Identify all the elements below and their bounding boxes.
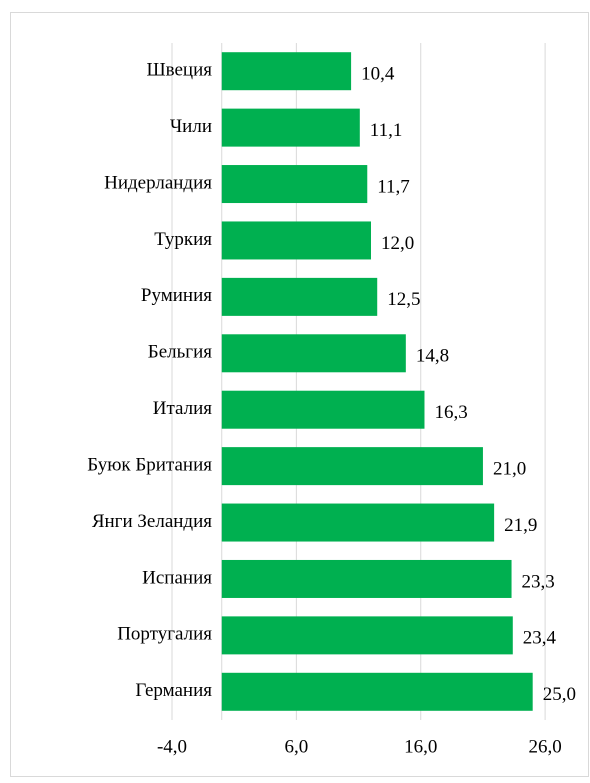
x-tick-label: 6,0	[285, 736, 309, 757]
bar	[221, 447, 483, 486]
value-label: 12,5	[387, 289, 420, 310]
y-tick-label: Швеция	[146, 60, 212, 81]
y-tick-label: Буюк Британия	[87, 454, 212, 475]
bar	[221, 334, 406, 373]
bar	[221, 672, 533, 711]
value-label: 11,7	[377, 176, 410, 197]
value-label: 23,3	[522, 571, 555, 592]
y-tick-label: Туркия	[154, 229, 212, 250]
bar	[221, 221, 371, 260]
value-label: 23,4	[523, 628, 557, 649]
bar	[221, 616, 513, 655]
y-tick-label: Янги Зеландия	[92, 511, 212, 532]
value-label: 12,0	[381, 233, 414, 254]
chart-frame	[10, 12, 589, 777]
value-label: 16,3	[434, 402, 467, 423]
bar	[221, 390, 425, 429]
x-tick-label: 26,0	[529, 736, 562, 757]
bar	[221, 559, 512, 598]
bar	[221, 52, 352, 91]
y-tick-label: Испания	[142, 567, 212, 588]
y-tick-label: Германия	[135, 680, 212, 701]
value-label: 11,1	[370, 120, 403, 141]
value-label: 10,4	[361, 64, 395, 85]
y-tick-label: Бельгия	[148, 342, 212, 363]
x-tick-label: 16,0	[404, 736, 437, 757]
x-tick-label: -4,0	[157, 736, 187, 757]
value-label: 14,8	[416, 346, 449, 367]
y-tick-label: Руминия	[141, 285, 212, 306]
y-tick-label: Чили	[170, 116, 212, 137]
y-tick-label: Нидерландия	[104, 172, 212, 193]
value-label: 25,0	[543, 684, 576, 705]
y-tick-label: Италия	[153, 398, 213, 419]
bar	[221, 277, 378, 316]
bar	[221, 503, 495, 542]
bar	[221, 108, 360, 147]
value-label: 21,9	[504, 515, 537, 536]
y-tick-label: Португалия	[117, 624, 212, 645]
value-label: 21,0	[493, 458, 526, 479]
bar	[221, 165, 368, 204]
